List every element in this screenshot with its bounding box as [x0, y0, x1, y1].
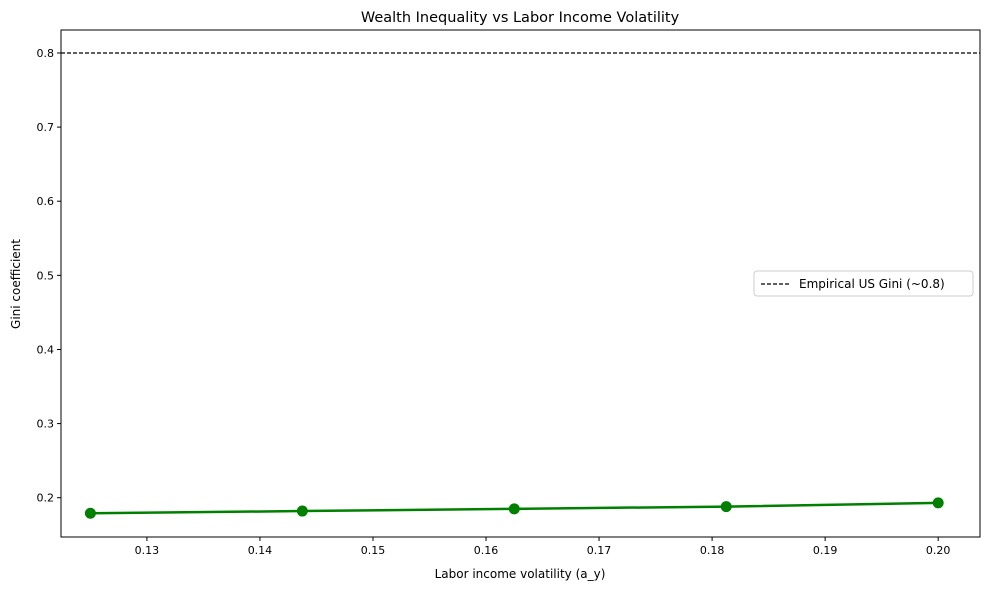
x-tick-label: 0.19: [813, 544, 838, 557]
data-point: [508, 503, 520, 515]
y-tick-label: 0.7: [37, 121, 55, 134]
legend: Empirical US Gini (~0.8): [753, 270, 974, 297]
data-point: [296, 505, 308, 517]
x-tick-label: 0.14: [248, 544, 273, 557]
x-tick-label: 0.16: [474, 544, 499, 557]
data-point: [84, 507, 96, 519]
plot-frame: [60, 29, 981, 538]
y-tick-label: 0.3: [37, 418, 55, 431]
data-point: [720, 501, 732, 513]
y-tick-label: 0.4: [37, 343, 55, 356]
x-tick-label: 0.15: [361, 544, 386, 557]
y-axis-label: Gini coefficient: [9, 239, 23, 329]
x-tick-label: 0.17: [587, 544, 612, 557]
x-tick-label: 0.13: [135, 544, 160, 557]
data-point: [932, 497, 944, 509]
x-tick-label: 0.18: [700, 544, 725, 557]
chart-title: Wealth Inequality vs Labor Income Volati…: [361, 10, 680, 26]
legend-box: [753, 270, 974, 297]
x-tick-label: 0.20: [926, 544, 951, 557]
y-tick-label: 0.5: [37, 269, 55, 282]
y-tick-label: 0.6: [37, 195, 55, 208]
y-tick-label: 0.8: [37, 47, 55, 60]
y-tick-label: 0.2: [37, 492, 55, 505]
x-axis-label: Labor income volatility (a_y): [435, 567, 606, 581]
legend-label: Empirical US Gini (~0.8): [799, 277, 945, 291]
